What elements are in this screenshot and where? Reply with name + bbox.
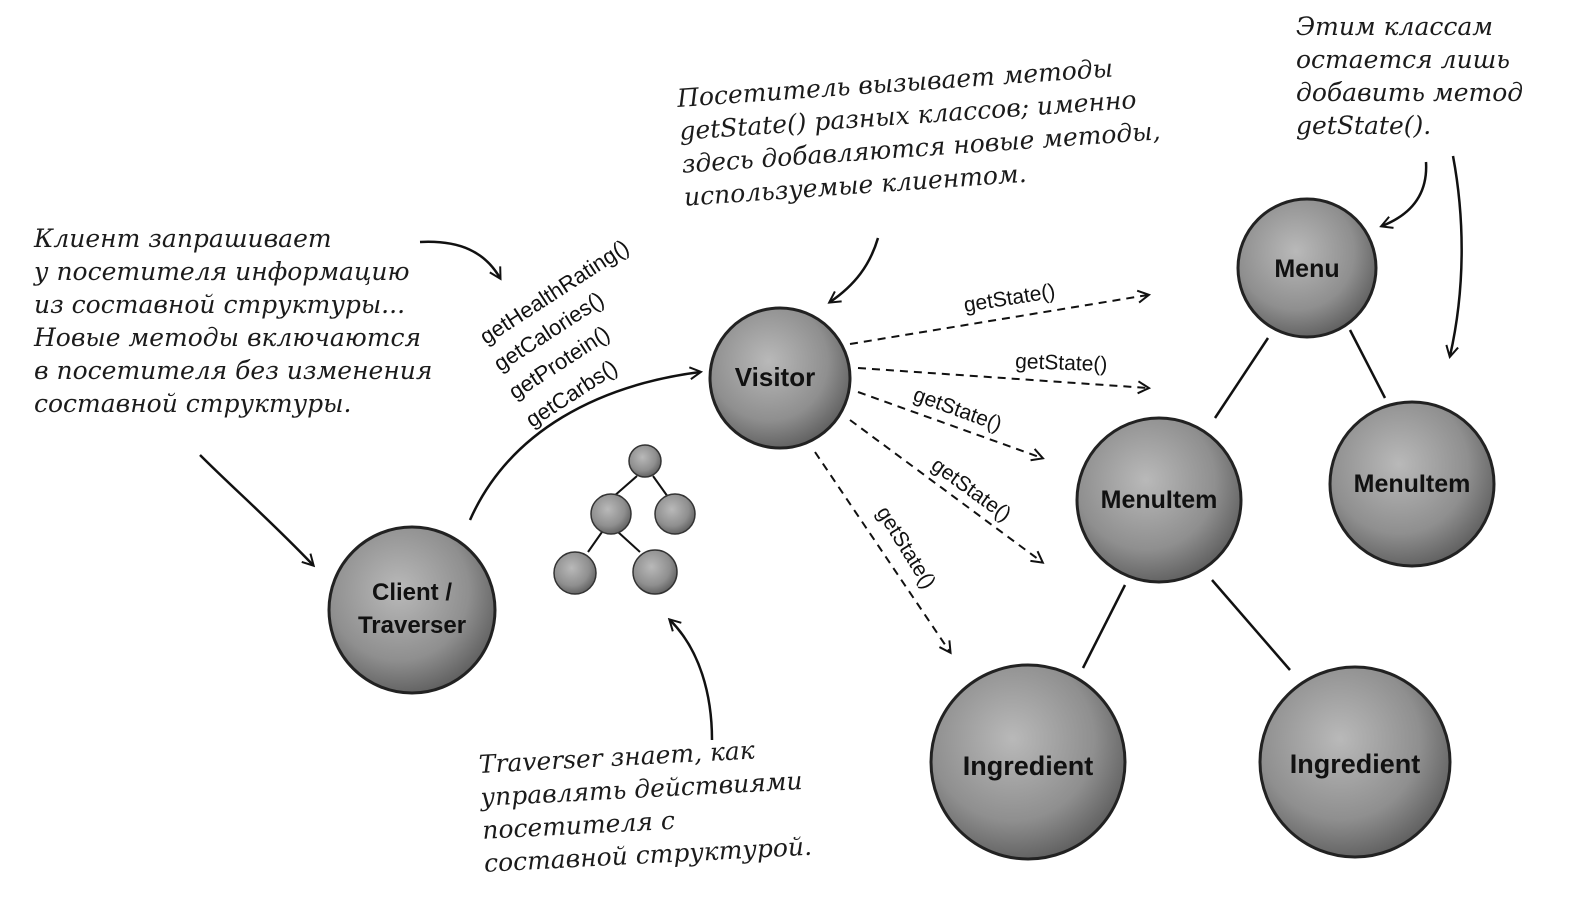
getstate-label-2: getState() [1015,350,1108,376]
arrow-visitor-menuitem-right [857,367,1148,388]
visitor-method-labels: getHealthRating() getCalories() getProte… [475,234,633,432]
arrow-visitor-menuitem-left-1 [857,391,1042,458]
node-label-visitor: Visitor [735,362,815,392]
tree-links [1081,329,1387,671]
note-client: Клиент запрашивает у посетителя информац… [34,224,433,418]
getstate-labels: getState() getState() getState() getStat… [872,280,1108,593]
node-label-ingredient-left: Ingredient [963,751,1094,781]
note-traverser: Traverser знает, как управлять действиям… [478,735,813,878]
getstate-arrows [814,295,1148,652]
getstate-label-4: getState() [927,453,1015,526]
arrow-visitor-menuitem-left-2 [849,419,1042,562]
node-menuitem-left: MenuItem [1075,416,1243,584]
node-label-menuitem-right: MenuItem [1354,470,1471,498]
node-menuitem-right: MenuItem [1328,400,1496,568]
getstate-label-5: getState() [872,502,940,592]
node-label-ingredient-right: Ingredient [1290,749,1421,779]
node-label-client-line2: Traverser [358,612,466,639]
node-client: Client / Traverser [327,525,497,695]
getstate-label-1: getState() [962,280,1057,317]
link-menuitem-ingredient-left [1081,584,1127,669]
node-menu: Menu [1236,197,1378,339]
note-arrow-traverser [670,620,714,741]
node-label-client-line1: Client / [372,579,452,606]
note-arrow-menuitem [1450,155,1463,356]
tree-icon [553,444,696,595]
node-visitor: Visitor [708,306,852,450]
note-arrow-client-down [199,454,313,565]
node-ingredient-right: Ingredient [1258,665,1452,859]
arrow-visitor-ingredient [814,451,950,652]
note-arrow-menu [1382,161,1428,226]
link-menuitem-ingredient-right [1211,579,1291,671]
link-menu-menuitem-left [1213,337,1270,419]
client-to-visitor-arrow [468,372,700,521]
node-ingredient-left: Ingredient [929,663,1127,861]
link-menu-menuitem-right [1348,329,1387,399]
node-label-menu: Menu [1274,255,1339,283]
note-arrow-visitor [830,237,880,302]
note-classes: Этим классам остается лишь добавить мето… [1296,12,1524,140]
note-arrow-client-top [419,240,500,278]
node-label-menuitem-left: MenuItem [1101,486,1218,514]
note-arrows [199,155,1463,741]
